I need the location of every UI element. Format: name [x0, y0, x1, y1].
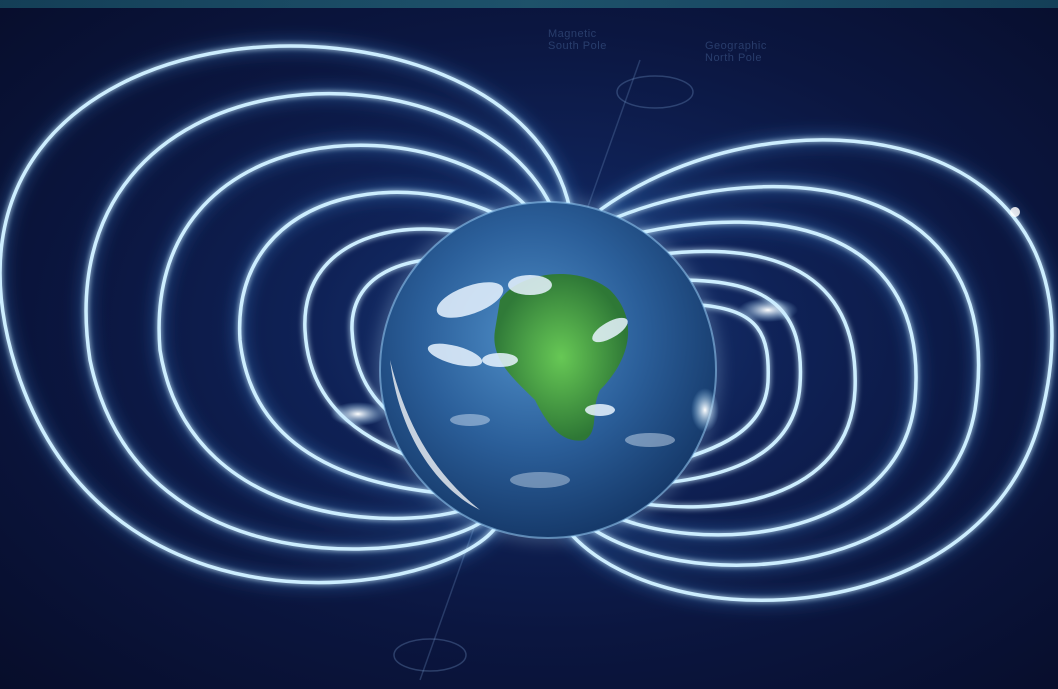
top-edge-strip [0, 0, 1058, 8]
field-line [0, 44, 572, 585]
left-aurora-flare [330, 402, 386, 426]
earth-globe [376, 198, 720, 542]
field-line [599, 220, 918, 537]
field-line [303, 227, 506, 472]
field-line [157, 143, 542, 521]
axis-bottom-ring [393, 638, 467, 672]
cloud-cover [427, 275, 675, 488]
geographic-pole-label: Geographic North Pole [705, 40, 767, 64]
magnetic-pole-label: Magnetic South Pole [548, 28, 607, 52]
field-line [619, 249, 857, 509]
continent-shape [494, 273, 629, 441]
bright-point [1010, 207, 1020, 217]
right-limb-glow [691, 388, 719, 432]
field-line [84, 92, 557, 551]
field-line [558, 138, 1054, 602]
field-line [578, 184, 981, 567]
axis-top-ring [616, 75, 694, 109]
field-line [639, 278, 803, 487]
right-aurora-flare [738, 298, 798, 322]
field-line [238, 190, 527, 497]
